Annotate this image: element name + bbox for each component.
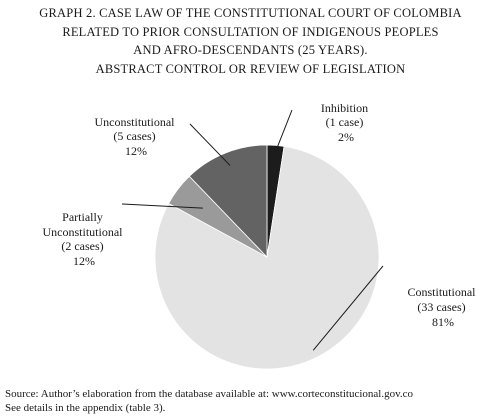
title-line-4: ABSTRACT CONTROL OR REVIEW OF LEGISLATIO… [95,61,406,76]
label-constitutional-name: Constitutional [407,285,476,299]
label-constitutional: Constitutional (33 cases) 81% [407,285,478,329]
leader-line-inhibition [274,109,293,154]
label-unconstitutional-percent: 12% [125,144,147,158]
label-partially-percent: 12% [73,254,95,268]
label-unconstitutional: Unconstitutional (5 cases) 12% [95,115,178,158]
title-line-1: GRAPH 2. CASE LAW OF THE CONSTITUTIONAL … [39,6,462,20]
leader-line-constitutional [312,265,384,351]
leader-lines [121,109,384,351]
label-unconstitutional-cases: (5 cases) [113,129,155,143]
pie-slices [154,144,380,370]
pie-slice-constitutional [154,145,380,370]
title-line-2: RELATED TO PRIOR CONSULTATION OF INDIGEN… [62,24,439,39]
label-partially-cases: (2 cases) [61,239,103,253]
source-line-2: See details in the appendix (table 3). [5,401,166,414]
chart-title: GRAPH 2. CASE LAW OF THE CONSTITUTIONAL … [0,4,501,78]
label-inhibition-name: Inhibition [321,101,368,115]
label-constitutional-percent: 81% [432,315,454,329]
label-constitutional-cases: (33 cases) [417,300,465,314]
label-partially-line-1: Partially [62,210,103,224]
label-inhibition: Inhibition (1 case) 2% [321,101,371,144]
leader-line-unconstitutional [189,123,231,166]
label-unconstitutional-name: Unconstitutional [95,115,176,129]
pie-slice-unconstitutional [188,144,268,258]
label-inhibition-percent: 2% [338,130,354,144]
leader-line-partially-unconstitutional [121,203,203,209]
source-note: Source: Author’s elaboration from the da… [5,388,413,415]
source-line-1: Source: Author’s elaboration from the da… [5,388,413,400]
label-partially-unconstitutional: Partially Unconstitutional (2 cases) 12% [43,210,126,268]
label-inhibition-cases: (1 case) [326,115,364,129]
label-partially-line-2: Unconstitutional [43,225,124,239]
title-line-3: AND AFRO-DESCENDANTS (25 YEARS). [133,43,368,57]
